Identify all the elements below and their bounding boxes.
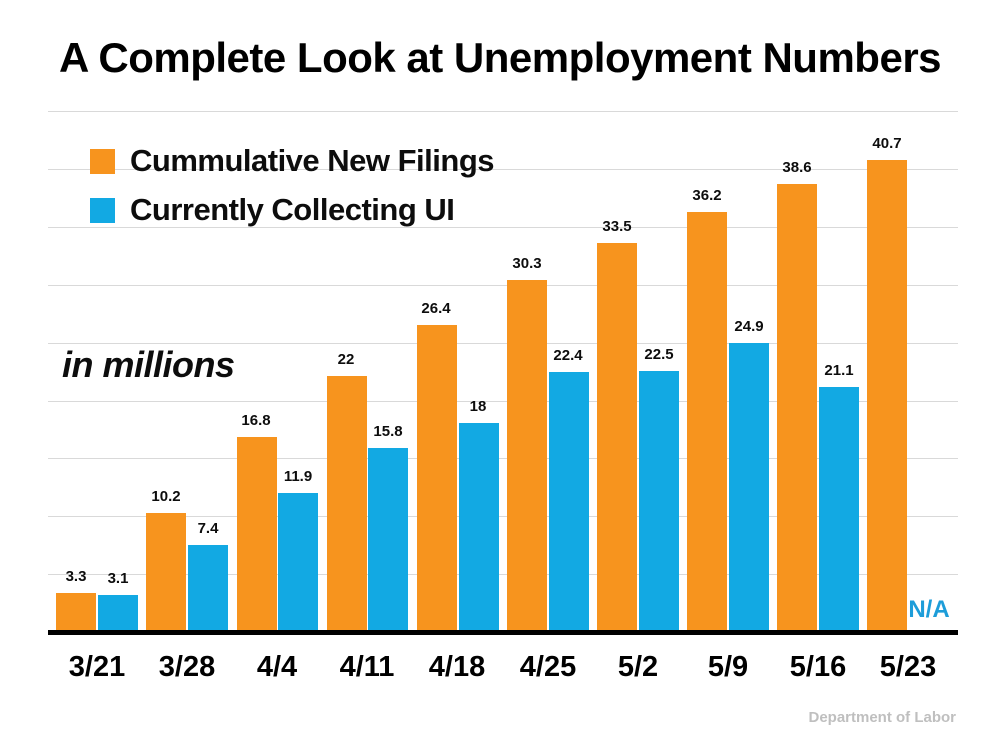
x-axis-label-4-11: 4/11 bbox=[339, 651, 395, 683]
bar-value-label-cummulative-new-filings-4-11: 22 bbox=[337, 351, 355, 368]
gridline-10 bbox=[48, 516, 958, 517]
units-note: in millions bbox=[62, 344, 235, 385]
bar-cummulative-new-filings-4-11 bbox=[327, 376, 367, 631]
gridline-25 bbox=[48, 343, 958, 344]
bar-value-label-currently-collecting-ui-4-4: 11.9 bbox=[283, 468, 313, 485]
bar-cummulative-new-filings-3-28 bbox=[146, 513, 186, 631]
gridline-30 bbox=[48, 285, 958, 286]
bar-value-label-currently-collecting-ui-5-9: 24.9 bbox=[734, 318, 764, 335]
bar-value-label-cummulative-new-filings-3-21: 3.3 bbox=[65, 568, 87, 585]
legend-item-label: Cummulative New Filings bbox=[130, 143, 495, 178]
legend-swatch-blue-icon bbox=[90, 197, 115, 223]
chart-title: A Complete Look at Unemployment Numbers bbox=[58, 34, 942, 81]
bar-cummulative-new-filings-5-16 bbox=[777, 184, 817, 631]
bar-value-label-currently-collecting-ui-4-11: 15.8 bbox=[373, 423, 403, 440]
bar-currently-collecting-ui-4-25 bbox=[549, 372, 589, 631]
x-axis-label-5-2: 5/2 bbox=[617, 651, 659, 683]
bar-value-label-cummulative-new-filings-3-28: 10.2 bbox=[151, 488, 181, 505]
bar-cummulative-new-filings-4-25 bbox=[507, 280, 547, 631]
bar-currently-collecting-ui-4-4 bbox=[278, 493, 318, 631]
gridline-35 bbox=[48, 227, 958, 228]
bar-currently-collecting-ui-3-28 bbox=[188, 545, 228, 631]
bar-value-label-cummulative-new-filings-5-23: 40.7 bbox=[872, 135, 902, 152]
gridline-5 bbox=[48, 574, 958, 575]
bar-value-label-currently-collecting-ui-5-2: 22.5 bbox=[644, 346, 674, 363]
bar-currently-collecting-ui-4-18 bbox=[459, 423, 499, 631]
x-axis-label-4-25: 4/25 bbox=[519, 651, 577, 683]
bar-currently-collecting-ui-5-16 bbox=[819, 387, 859, 631]
bar-value-label-currently-collecting-ui-4-18: 18 bbox=[469, 398, 487, 415]
bar-currently-collecting-ui-5-2 bbox=[639, 371, 679, 631]
bar-value-label-cummulative-new-filings-5-2: 33.5 bbox=[602, 218, 632, 235]
x-axis-label-5-16: 5/16 bbox=[789, 651, 847, 683]
bar-cummulative-new-filings-5-9 bbox=[687, 212, 727, 631]
gridline-15 bbox=[48, 458, 958, 459]
legend: Cummulative New Filings Currently Collec… bbox=[90, 143, 495, 228]
bar-value-label-currently-collecting-ui-4-25: 22.4 bbox=[553, 347, 583, 364]
bar-value-label-cummulative-new-filings-4-25: 30.3 bbox=[512, 255, 542, 272]
legend-item-currently-collecting-ui: Currently Collecting UI bbox=[90, 192, 494, 228]
bar-value-label-cummulative-new-filings-4-18: 26.4 bbox=[421, 300, 451, 317]
bar-value-label-cummulative-new-filings-5-9: 36.2 bbox=[692, 187, 722, 204]
bar-value-label-currently-collecting-ui-3-21: 3.1 bbox=[107, 570, 129, 587]
x-axis-label-4-18: 4/18 bbox=[428, 651, 486, 683]
bar-cummulative-new-filings-4-4 bbox=[237, 437, 277, 631]
na-label-currently-collecting-ui-5-23: N/A bbox=[908, 596, 950, 623]
x-axis-label-5-9: 5/9 bbox=[707, 651, 749, 683]
bar-cummulative-new-filings-3-21 bbox=[56, 593, 96, 631]
bar-cummulative-new-filings-5-23 bbox=[867, 160, 907, 631]
bar-currently-collecting-ui-3-21 bbox=[98, 595, 138, 631]
bar-currently-collecting-ui-5-9 bbox=[729, 343, 769, 631]
x-axis-label-3-21: 3/21 bbox=[68, 651, 126, 683]
x-axis-label-4-4: 4/4 bbox=[256, 651, 298, 683]
gridline-45 bbox=[48, 111, 958, 112]
bar-cummulative-new-filings-4-18 bbox=[417, 325, 457, 631]
bar-value-label-cummulative-new-filings-4-4: 16.8 bbox=[241, 412, 271, 429]
bar-cummulative-new-filings-5-2 bbox=[597, 243, 637, 631]
bar-value-label-cummulative-new-filings-5-16: 38.6 bbox=[782, 159, 812, 176]
bar-currently-collecting-ui-4-11 bbox=[368, 448, 408, 631]
x-axis-label-5-23: 5/23 bbox=[879, 651, 937, 683]
bar-value-label-currently-collecting-ui-3-28: 7.4 bbox=[197, 520, 219, 537]
gridline-20 bbox=[48, 401, 958, 402]
gridline-40 bbox=[48, 169, 958, 170]
x-axis-line bbox=[48, 630, 958, 635]
source-label: Department of Labor bbox=[808, 709, 956, 726]
x-axis-label-3-28: 3/28 bbox=[158, 651, 216, 683]
bar-value-label-currently-collecting-ui-5-16: 21.1 bbox=[824, 362, 854, 379]
legend-swatch-orange-icon bbox=[90, 148, 115, 174]
legend-item-cummulative-new-filings: Cummulative New Filings bbox=[90, 143, 495, 179]
legend-item-label: Currently Collecting UI bbox=[130, 192, 455, 227]
